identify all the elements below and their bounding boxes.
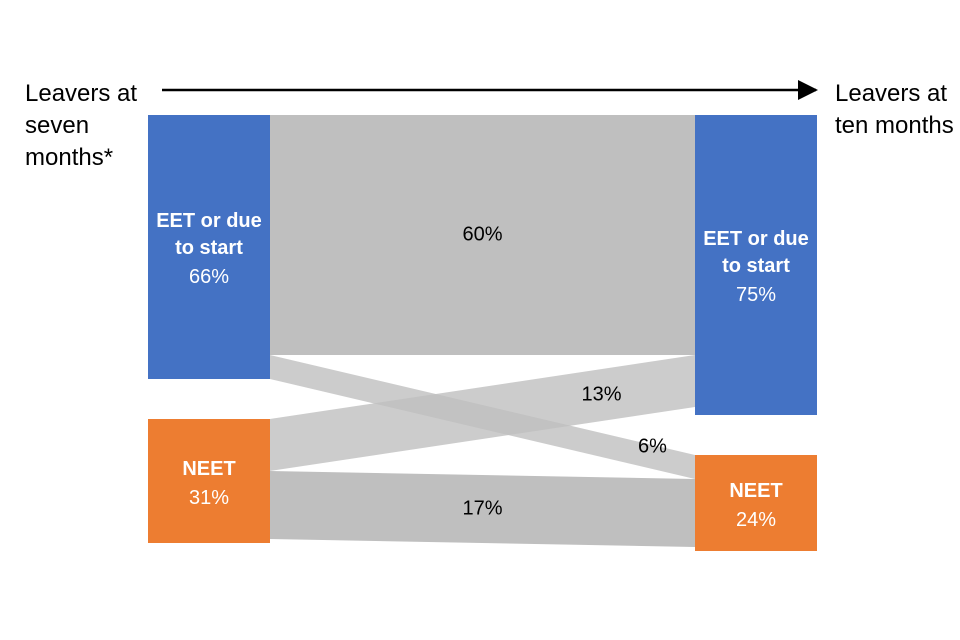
flow-label: 13% [581, 383, 622, 406]
node [695, 455, 817, 551]
node-value: 24% [735, 508, 777, 531]
flow [270, 115, 695, 355]
flow-label: 17% [462, 497, 503, 520]
node-value: 66% [188, 266, 230, 288]
flow-label: 6% [638, 435, 667, 458]
node-name: EET or due to start [703, 228, 809, 277]
flow-label: 60% [462, 223, 503, 246]
stage-label: Leavers at ten months [835, 80, 954, 139]
flow [270, 471, 695, 547]
node-value: 75% [735, 284, 777, 306]
stage-label: Leavers at seven months* [25, 80, 138, 171]
node-name: NEET [182, 457, 236, 480]
node-value: 31% [188, 486, 230, 509]
flow [218, 345, 755, 479]
node [148, 419, 270, 543]
node-name: EET or due to start [156, 210, 262, 259]
node [148, 115, 270, 379]
node-name: NEET [729, 479, 783, 502]
node [695, 115, 817, 415]
